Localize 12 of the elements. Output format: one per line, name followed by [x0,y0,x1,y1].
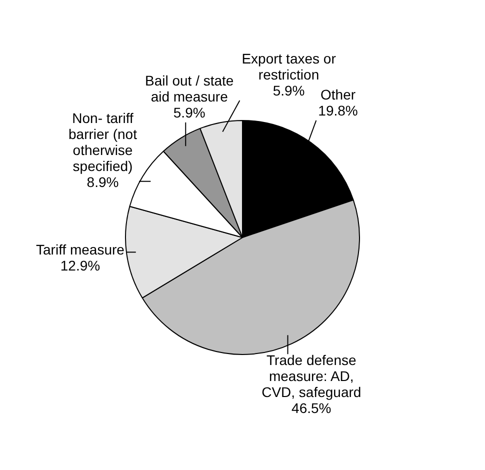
data-label: 19.8% [318,102,358,118]
slice-label: Other [320,86,356,102]
data-label: 5.9% [173,104,206,120]
data-label: 46.5% [292,400,332,416]
slice-label: Tariff measure [36,242,125,258]
data-label: 5.9% [272,82,305,98]
data-label: 12.9% [60,258,100,274]
slice-label: Bail out / state aid measure [144,72,234,104]
slice-label: Export taxes or restriction [242,50,336,82]
slice-label: Non- tariff barrier (not otherwise specified) [68,110,138,174]
data-label: 8.9% [86,174,119,190]
slice-label: Trade defense measure: AD, CVD, safeguard [262,352,362,400]
